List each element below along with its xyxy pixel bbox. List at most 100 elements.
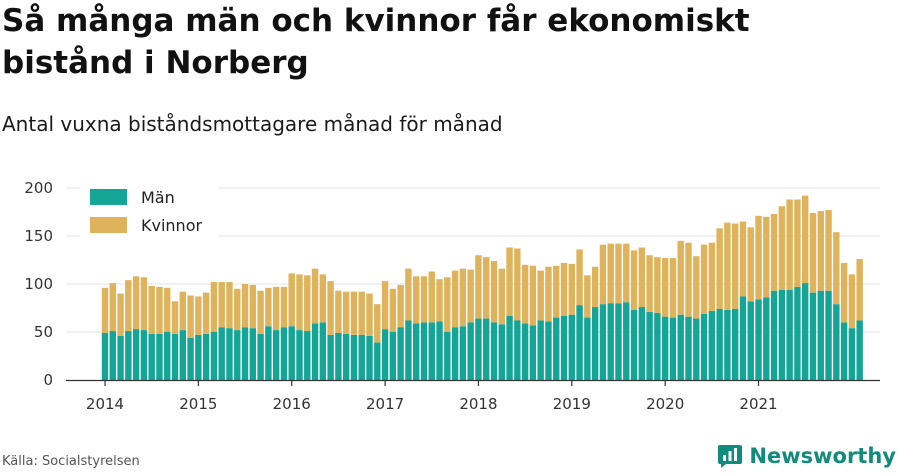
x-tick-label: 2020 (646, 395, 684, 413)
bar-women (218, 282, 225, 328)
bar-men (342, 333, 350, 380)
bar-women (249, 284, 257, 329)
brand: Newsworthy (717, 441, 896, 471)
bar-men (607, 303, 614, 380)
bar-women (132, 276, 140, 330)
bar-men (817, 290, 824, 380)
bar-men (685, 316, 692, 380)
bar-women (599, 244, 607, 305)
bar-women (226, 282, 233, 329)
bar-men (389, 332, 397, 380)
bar-women (685, 242, 692, 317)
bar-women (397, 284, 404, 328)
x-tick-label: 2015 (179, 395, 217, 413)
bar-women (794, 199, 801, 287)
bar-men (786, 289, 793, 380)
bar-men (335, 332, 342, 380)
x-tick-label: 2019 (553, 395, 591, 413)
bar-women (739, 221, 747, 297)
bar-women (661, 258, 669, 317)
bar-men (436, 321, 443, 380)
bar-women (731, 223, 739, 309)
bar-men (241, 327, 249, 380)
bar-men (319, 322, 327, 380)
bar-men (257, 333, 264, 380)
bar-women (591, 266, 599, 308)
bar-men (483, 318, 490, 380)
chart-title: Så många män och kvinnor får ekonomiskt … (2, 3, 750, 81)
bar-men (584, 317, 591, 380)
bar-women (257, 290, 264, 334)
bar-women (179, 291, 186, 331)
bar-women (778, 206, 786, 290)
bars (101, 195, 863, 380)
bar-women (381, 281, 389, 330)
bar-men (296, 330, 303, 380)
bar-women (537, 270, 544, 321)
bar-men (809, 292, 817, 380)
y-tick-label: 100 (24, 275, 53, 293)
bar-women (148, 285, 155, 334)
bar-men (833, 304, 840, 380)
bar-men (164, 332, 171, 380)
bar-men (755, 299, 762, 380)
bar-men (280, 327, 288, 380)
bar-women (342, 291, 350, 334)
bar-women (506, 247, 513, 316)
bar-women (420, 276, 428, 323)
bar-men (623, 302, 630, 380)
x-tick-label: 2014 (86, 395, 124, 413)
brand-name: Newsworthy (749, 444, 896, 468)
bar-women (553, 265, 560, 318)
x-tick-label: 2017 (366, 395, 404, 413)
bar-men (693, 318, 700, 380)
bar-men (350, 334, 358, 380)
y-tick-label: 0 (43, 371, 53, 389)
bar-men (405, 320, 412, 380)
bar-men (125, 331, 132, 380)
bar-men (304, 331, 311, 380)
legend: Män Kvinnor (80, 184, 218, 242)
bar-women (389, 288, 397, 332)
bar-men (498, 324, 505, 380)
bar-men (700, 313, 708, 380)
bar-men (218, 327, 225, 380)
bar-women (475, 255, 482, 319)
bar-men (428, 322, 435, 380)
bar-women (195, 296, 202, 335)
bar-men (716, 308, 723, 380)
bar-women (724, 222, 731, 310)
bar-men (148, 333, 155, 380)
bar-women (607, 243, 614, 304)
bar-women (576, 249, 583, 306)
bar-men (288, 326, 295, 380)
bar-men (529, 325, 537, 380)
bar-men (677, 314, 684, 380)
bar-men (825, 290, 832, 380)
bar-women (669, 258, 677, 318)
bar-men (848, 328, 856, 380)
bar-women (708, 242, 716, 311)
bar-women (693, 256, 700, 319)
bar-women (700, 244, 708, 314)
bar-women (101, 287, 109, 333)
bar-men (778, 289, 786, 380)
bar-women (187, 295, 194, 338)
bar-women (638, 247, 646, 308)
bar-women (405, 268, 412, 321)
bar-women (646, 255, 653, 312)
bar-men (226, 328, 233, 380)
bar-women (265, 287, 272, 327)
bar-men (451, 327, 459, 380)
bar-women (156, 286, 163, 334)
bar-men (576, 305, 583, 380)
bar-women (234, 288, 241, 331)
bar-women (311, 268, 319, 324)
bar-women (140, 277, 148, 331)
bar-women (786, 199, 793, 290)
bar-men (413, 323, 420, 380)
bar-men (420, 322, 428, 380)
bar-women (529, 265, 537, 326)
bar-men (358, 334, 365, 380)
bar-women (654, 257, 661, 313)
